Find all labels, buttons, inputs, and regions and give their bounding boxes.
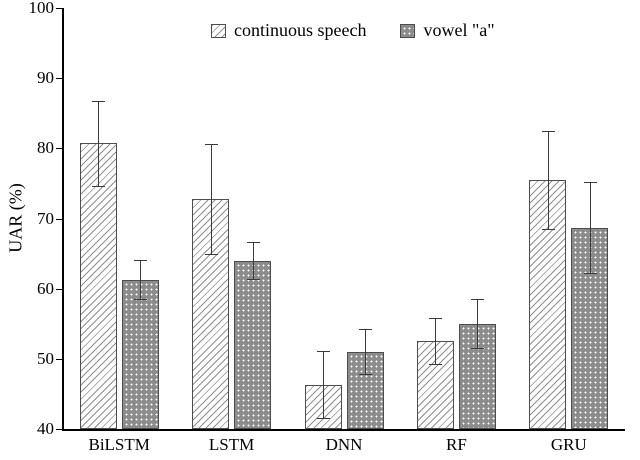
bar-vowel-a-bilstm (121, 279, 159, 429)
y-tick-mark (56, 148, 62, 150)
error-bar-cap-bottom (204, 253, 218, 255)
y-tick-mark (56, 8, 62, 9)
legend-swatch-continuous-speech (211, 23, 226, 38)
error-bar-vowel-a-gru (589, 182, 591, 274)
error-bar-cap-bottom (471, 348, 485, 350)
error-bar-cap-top (92, 101, 106, 103)
error-bar-cap-top (317, 351, 330, 353)
error-bar-vowel-a-dnn (365, 329, 366, 375)
error-bar-cap-top (541, 130, 555, 132)
error-bar-cap-bottom (246, 278, 260, 280)
error-bar-vowel-a-bilstm (140, 259, 142, 300)
legend-item-vowel-a: vowel "a" (400, 20, 495, 41)
error-bar-continuous-speech-rf (435, 318, 437, 365)
legend-label-vowel-a: vowel "a" (423, 20, 495, 40)
x-category-label: GRU (550, 435, 587, 454)
bar-continuous-speech-bilstm (79, 143, 117, 429)
x-axis-line (62, 429, 625, 431)
error-bar-vowel-a-rf (477, 299, 479, 349)
x-category-label: DNN (325, 435, 363, 454)
bar-continuous-speech-gru (529, 179, 567, 429)
legend-swatch-vowel-a (400, 23, 416, 38)
y-tick-mark (56, 218, 62, 220)
bar-vowel-a-gru (571, 227, 609, 429)
error-bar-cap-bottom (541, 229, 555, 231)
x-category-label: BiLSTM (88, 435, 150, 454)
error-bar-cap-top (471, 299, 485, 301)
y-tick-label: 50 (37, 348, 54, 368)
y-tick-label: 100 (28, 0, 55, 17)
error-bar-cap-bottom (583, 273, 597, 275)
error-bar-cap-top (204, 144, 218, 146)
y-axis-line (62, 8, 64, 429)
y-tick-mark (56, 358, 62, 360)
error-bar-cap-top (429, 318, 443, 320)
y-tick-mark (56, 78, 62, 80)
error-bar-cap-bottom (429, 364, 443, 366)
y-tick-label: 70 (37, 208, 54, 228)
error-bar-vowel-a-lstm (252, 242, 254, 279)
error-bar-cap-top (359, 329, 372, 331)
x-category-label: RF (445, 435, 467, 454)
error-bar-cap-bottom (92, 185, 106, 187)
y-tick-mark (56, 288, 62, 290)
x-category-label: LSTM (208, 435, 255, 454)
y-tick-mark (56, 429, 62, 430)
error-bar-continuous-speech-lstm (210, 144, 212, 254)
error-bar-continuous-speech-gru (547, 130, 549, 229)
y-tick-label: 80 (37, 138, 54, 158)
error-bar-cap-top (134, 259, 148, 261)
error-bar-cap-bottom (359, 374, 372, 376)
plot-area: continuous speech vowel "a" (63, 8, 625, 429)
error-bar-continuous-speech-bilstm (98, 101, 100, 186)
error-bar-continuous-speech-dnn (323, 351, 324, 419)
legend-label-continuous-speech: continuous speech (234, 20, 367, 40)
error-bar-cap-bottom (317, 418, 330, 420)
bar-vowel-a-lstm (234, 260, 272, 429)
legend: continuous speech vowel "a" (211, 20, 495, 41)
y-tick-label: 60 (37, 278, 54, 298)
y-tick-label: 90 (37, 68, 54, 88)
error-bar-cap-top (246, 242, 260, 244)
y-tick-label: 40 (37, 419, 54, 438)
legend-item-continuous-speech: continuous speech (211, 20, 366, 41)
error-bar-cap-bottom (134, 299, 148, 301)
error-bar-cap-top (583, 182, 597, 183)
